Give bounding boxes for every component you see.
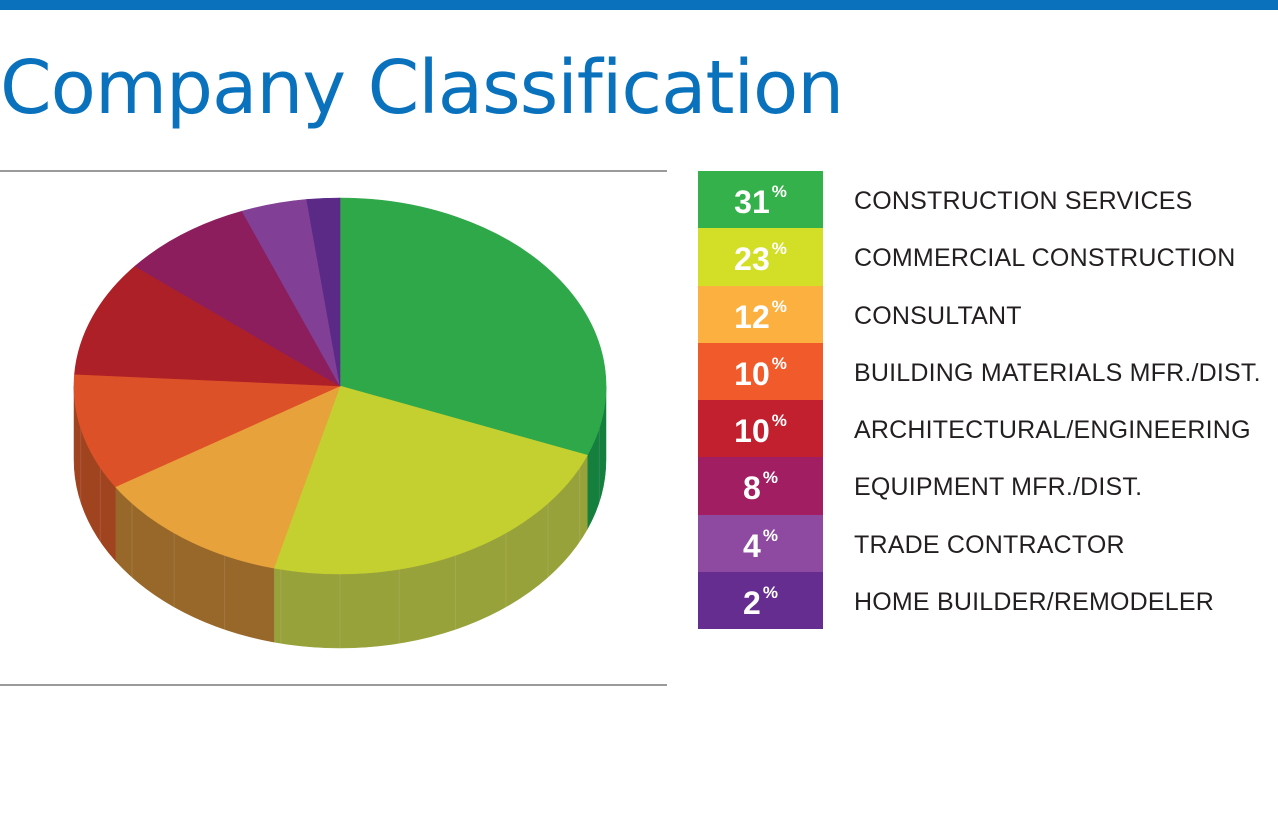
- legend-label: BUILDING MATERIALS MFR./DIST.: [854, 358, 1261, 387]
- legend-label: TRADE CONTRACTOR: [854, 530, 1125, 559]
- pie-chart: [73, 197, 607, 649]
- percent-value: 2: [743, 585, 761, 622]
- percent-sign: %: [762, 583, 778, 603]
- percent-sign: %: [762, 468, 778, 488]
- pie-slice: [339, 197, 607, 456]
- legend-swatch: 10%: [698, 400, 823, 458]
- pie-wall-shading: [80, 427, 600, 648]
- legend-item: 10% BUILDING MATERIALS MFR./DIST.: [698, 342, 1278, 401]
- top-divider: [0, 170, 667, 172]
- legend-item: 23% COMMERCIAL CONSTRUCTION: [698, 228, 1278, 286]
- percent-sign: %: [771, 182, 787, 201]
- legend-label: CONSULTANT: [854, 301, 1022, 330]
- percent-value: 10: [734, 355, 770, 392]
- percent-sign: %: [771, 239, 787, 259]
- pie-slice: [73, 373, 341, 488]
- legend-item: 2% HOME BUILDER/REMODELER: [698, 572, 1278, 630]
- percent-value: 4: [743, 527, 761, 564]
- legend-item: 8% EQUIPMENT MFR./DIST.: [698, 457, 1278, 515]
- percent-value: 10: [734, 413, 770, 450]
- legend-swatch: 8%: [698, 457, 823, 515]
- legend-item: 12% CONSULTANT: [698, 285, 1278, 343]
- percent-value: 23: [734, 241, 770, 278]
- percent-value: 8: [743, 470, 761, 507]
- legend-swatch: 12%: [698, 285, 823, 343]
- percent-value: 12: [734, 298, 770, 335]
- legend-swatch: 23%: [698, 228, 823, 286]
- page-title: Company Classification: [0, 45, 844, 131]
- bottom-divider: [0, 684, 667, 686]
- pie-slice: [114, 385, 341, 569]
- chart-legend: 31% CONSTRUCTION SERVICES 23% COMMERCIAL CO…: [698, 171, 1278, 630]
- legend-item: 4% TRADE CONTRACTOR: [698, 514, 1278, 573]
- legend-swatch: 10%: [698, 342, 823, 401]
- legend-item: 31% CONSTRUCTION SERVICES: [698, 171, 1278, 229]
- percent-sign: %: [762, 525, 778, 545]
- top-accent-bar: [0, 0, 1278, 10]
- legend-item: 10% ARCHITECTURAL/ENGINEERING: [698, 400, 1278, 458]
- percent-sign: %: [771, 296, 787, 316]
- legend-swatch: 4%: [698, 514, 823, 573]
- legend-swatch: 31%: [698, 171, 823, 229]
- percent-value: 31: [734, 184, 770, 220]
- legend-label: CONSTRUCTION SERVICES: [854, 187, 1193, 215]
- legend-label: ARCHITECTURAL/ENGINEERING: [854, 416, 1251, 445]
- pie-slice: [134, 210, 341, 387]
- percent-sign: %: [771, 411, 787, 431]
- legend-label: COMMERCIAL CONSTRUCTION: [854, 244, 1236, 273]
- pie-slice: [273, 385, 588, 575]
- percent-sign: %: [771, 353, 787, 373]
- legend-label: EQUIPMENT MFR./DIST.: [854, 473, 1143, 502]
- legend-swatch: 2%: [698, 572, 823, 630]
- pie-slice: [74, 265, 341, 387]
- pie-slice: [306, 197, 341, 387]
- legend-label: HOME BUILDER/REMODELER: [854, 588, 1215, 617]
